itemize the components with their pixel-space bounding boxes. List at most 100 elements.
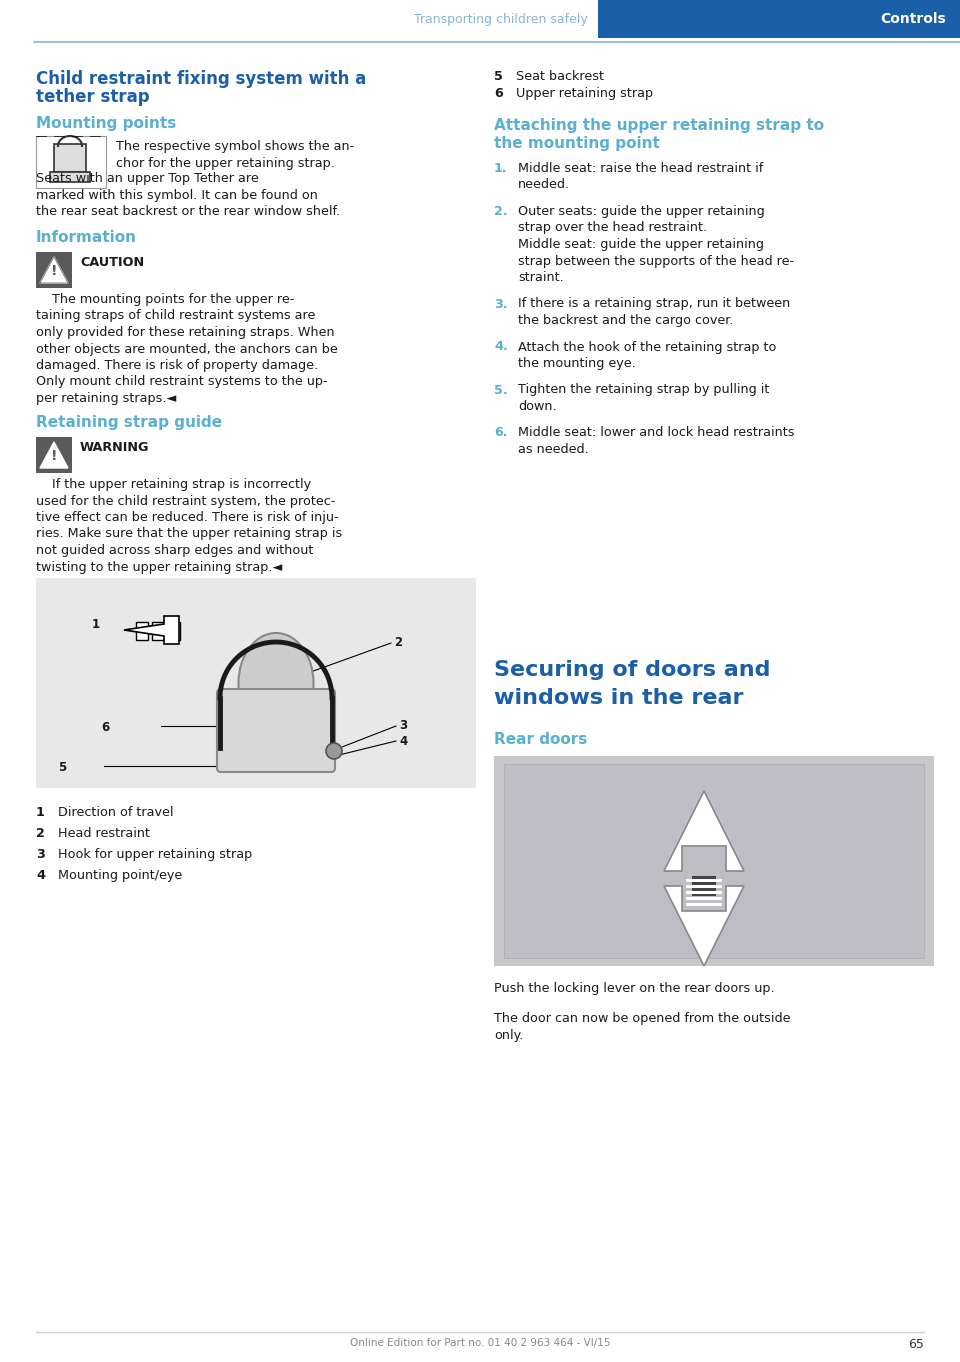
Text: Middle seat: lower and lock head restraints: Middle seat: lower and lock head restrai… xyxy=(518,426,795,440)
Text: the backrest and the cargo cover.: the backrest and the cargo cover. xyxy=(518,315,733,327)
Text: the mounting point: the mounting point xyxy=(494,136,660,151)
Text: strap over the head restraint.: strap over the head restraint. xyxy=(518,222,708,234)
Text: straint.: straint. xyxy=(518,271,564,285)
Text: Middle seat: guide the upper retaining: Middle seat: guide the upper retaining xyxy=(518,238,764,251)
Text: windows in the rear: windows in the rear xyxy=(494,688,743,708)
Text: The mounting points for the upper re-: The mounting points for the upper re- xyxy=(36,293,295,306)
Text: 5.: 5. xyxy=(494,384,508,396)
Text: 2: 2 xyxy=(394,636,402,650)
Text: Upper retaining strap: Upper retaining strap xyxy=(516,87,653,99)
Polygon shape xyxy=(40,257,68,283)
Text: 3.: 3. xyxy=(494,297,508,311)
Text: Attaching the upper retaining strap to: Attaching the upper retaining strap to xyxy=(494,118,824,133)
Text: 3: 3 xyxy=(399,719,407,731)
Text: ries. Make sure that the upper retaining strap is: ries. Make sure that the upper retaining… xyxy=(36,527,343,541)
Text: Online Edition for Part no. 01 40 2 963 464 - VI/15: Online Edition for Part no. 01 40 2 963 … xyxy=(349,1337,611,1348)
Text: needed.: needed. xyxy=(518,178,570,192)
Text: Outer seats: guide the upper retaining: Outer seats: guide the upper retaining xyxy=(518,206,765,218)
Text: 1: 1 xyxy=(36,806,45,819)
Bar xyxy=(36,136,106,188)
Text: tether strap: tether strap xyxy=(36,89,150,106)
Bar xyxy=(36,252,72,287)
Text: Seat backrest: Seat backrest xyxy=(516,69,604,83)
Text: taining straps of child restraint systems are: taining straps of child restraint system… xyxy=(36,309,316,323)
Text: 1.: 1. xyxy=(494,162,508,174)
Polygon shape xyxy=(664,791,744,872)
Text: Controls: Controls xyxy=(880,12,946,26)
Text: as needed.: as needed. xyxy=(518,443,588,456)
Bar xyxy=(686,878,722,883)
Text: Seats with an upper Top Tether are: Seats with an upper Top Tether are xyxy=(36,172,259,185)
Text: Rear doors: Rear doors xyxy=(494,731,588,746)
Text: Hook for upper retaining strap: Hook for upper retaining strap xyxy=(58,849,252,861)
Text: twisting to the upper retaining strap.◄: twisting to the upper retaining strap.◄ xyxy=(36,561,282,573)
Polygon shape xyxy=(664,887,744,966)
Text: 1: 1 xyxy=(92,618,100,631)
Text: WARNING: WARNING xyxy=(80,441,150,454)
Text: the mounting eye.: the mounting eye. xyxy=(518,357,636,370)
Text: 3: 3 xyxy=(36,849,45,861)
Text: Tighten the retaining strap by pulling it: Tighten the retaining strap by pulling i… xyxy=(518,384,769,396)
Text: 4: 4 xyxy=(399,735,407,748)
Text: per retaining straps.◄: per retaining straps.◄ xyxy=(36,392,177,405)
Text: not guided across sharp edges and without: not guided across sharp edges and withou… xyxy=(36,543,313,557)
Bar xyxy=(54,144,86,172)
Text: Attach the hook of the retaining strap to: Attach the hook of the retaining strap t… xyxy=(518,340,777,354)
Ellipse shape xyxy=(238,633,314,733)
Text: 2.: 2. xyxy=(494,206,508,218)
Text: Direction of travel: Direction of travel xyxy=(58,806,174,819)
Bar xyxy=(692,876,716,896)
Text: 4: 4 xyxy=(36,869,45,883)
Text: 65: 65 xyxy=(908,1337,924,1351)
Text: 5: 5 xyxy=(494,69,503,83)
Text: Child restraint fixing system with a: Child restraint fixing system with a xyxy=(36,69,367,89)
Polygon shape xyxy=(40,443,68,469)
Text: down.: down. xyxy=(518,400,557,413)
Text: used for the child restraint system, the protec-: used for the child restraint system, the… xyxy=(36,494,335,508)
Bar xyxy=(504,764,924,957)
Text: The door can now be opened from the outside: The door can now be opened from the outs… xyxy=(494,1012,790,1026)
Text: 6: 6 xyxy=(101,720,109,734)
Text: the rear seat backrest or the rear window shelf.: the rear seat backrest or the rear windo… xyxy=(36,206,340,218)
Text: If the upper retaining strap is incorrectly: If the upper retaining strap is incorrec… xyxy=(36,478,311,490)
Text: Mounting points: Mounting points xyxy=(36,116,177,131)
Bar xyxy=(36,577,476,789)
Bar xyxy=(168,622,180,640)
Text: Transporting children safely: Transporting children safely xyxy=(415,12,588,26)
Bar xyxy=(686,891,722,893)
Text: Mounting point/eye: Mounting point/eye xyxy=(58,869,182,883)
Polygon shape xyxy=(124,616,179,644)
Text: Middle seat: raise the head restraint if: Middle seat: raise the head restraint if xyxy=(518,162,763,174)
Text: damaged. There is risk of property damage.: damaged. There is risk of property damag… xyxy=(36,360,318,372)
Text: Head restraint: Head restraint xyxy=(58,827,150,840)
Text: other objects are mounted, the anchors can be: other objects are mounted, the anchors c… xyxy=(36,342,338,355)
Text: Information: Information xyxy=(36,230,137,245)
Bar xyxy=(136,622,148,640)
Bar xyxy=(686,898,722,900)
Bar xyxy=(598,0,960,38)
Text: only.: only. xyxy=(494,1030,523,1042)
FancyBboxPatch shape xyxy=(217,689,335,772)
Text: Push the locking lever on the rear doors up.: Push the locking lever on the rear doors… xyxy=(494,982,775,996)
Text: !: ! xyxy=(51,449,58,463)
Text: Only mount child restraint systems to the up-: Only mount child restraint systems to th… xyxy=(36,376,327,388)
Text: tive effect can be reduced. There is risk of inju-: tive effect can be reduced. There is ris… xyxy=(36,511,339,524)
Text: marked with this symbol. It can be found on: marked with this symbol. It can be found… xyxy=(36,188,318,202)
Text: 6.: 6. xyxy=(494,426,508,440)
Text: 4.: 4. xyxy=(494,340,508,354)
Bar xyxy=(494,756,934,966)
Text: 2: 2 xyxy=(36,827,45,840)
Bar xyxy=(686,903,722,906)
Circle shape xyxy=(326,744,342,759)
Text: 6: 6 xyxy=(494,87,503,99)
Bar xyxy=(50,172,90,183)
Text: !: ! xyxy=(51,264,58,278)
Text: chor for the upper retaining strap.: chor for the upper retaining strap. xyxy=(116,157,335,169)
Text: The respective symbol shows the an-: The respective symbol shows the an- xyxy=(116,140,354,153)
Bar xyxy=(152,622,164,640)
Text: Securing of doors and: Securing of doors and xyxy=(494,661,771,680)
Text: If there is a retaining strap, run it between: If there is a retaining strap, run it be… xyxy=(518,297,790,311)
Text: strap between the supports of the head re-: strap between the supports of the head r… xyxy=(518,255,794,267)
Text: only provided for these retaining straps. When: only provided for these retaining straps… xyxy=(36,326,335,339)
Text: Retaining strap guide: Retaining strap guide xyxy=(36,415,222,430)
